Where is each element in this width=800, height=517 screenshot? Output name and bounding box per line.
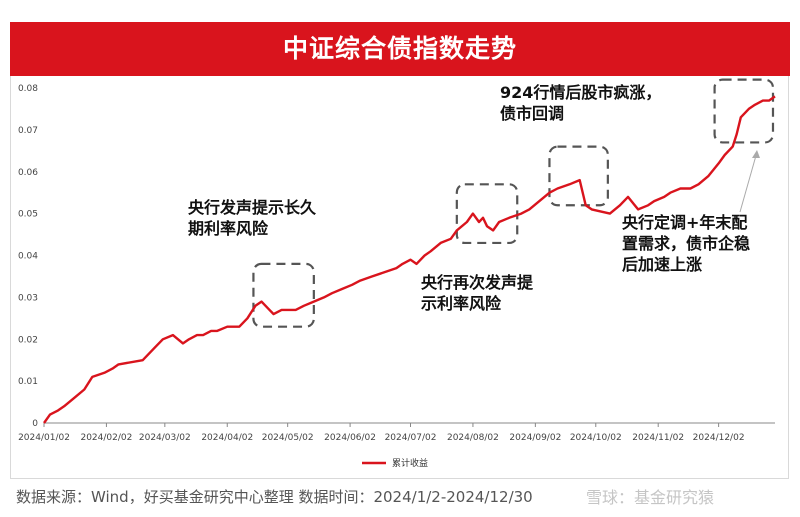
x-tick-label: 2024/05/02 bbox=[262, 433, 314, 443]
annotation-arrow bbox=[739, 151, 758, 213]
annotation-text: 债市回调 bbox=[500, 104, 564, 123]
y-tick-label: 0.08 bbox=[18, 84, 38, 94]
highlight-box bbox=[455, 183, 519, 245]
y-tick-label: 0.03 bbox=[18, 293, 38, 303]
y-tick-label: 0.04 bbox=[18, 252, 38, 262]
y-tick-label: 0.07 bbox=[18, 126, 38, 136]
arrow-head bbox=[752, 150, 760, 158]
watermark: 雪球：基金研究猿 bbox=[586, 488, 715, 507]
x-tick-label: 2024/10/02 bbox=[570, 433, 622, 443]
highlight-box bbox=[252, 262, 315, 328]
y-tick-label: 0.01 bbox=[18, 377, 38, 387]
y-axis: 0 0.01 0.02 0.03 0.04 0.05 0.06 0.07 0.08 bbox=[18, 84, 38, 429]
highlight-box bbox=[548, 145, 609, 207]
y-tick-label: 0.06 bbox=[18, 168, 38, 178]
annotation-text: 央行发声提示长久 bbox=[188, 198, 317, 217]
chart-frame bbox=[10, 76, 789, 479]
x-tick-label: 2024/07/02 bbox=[385, 433, 437, 443]
x-tick-label: 2024/06/02 bbox=[324, 433, 376, 443]
annotation-text: 示利率风险 bbox=[421, 294, 502, 313]
x-tick-label: 2024/11/02 bbox=[632, 433, 684, 443]
annotation-text: 央行定调+年末配 bbox=[622, 213, 747, 232]
x-tick-label: 2024/12/02 bbox=[693, 433, 745, 443]
annotation-text: 924行情后股市疯涨， bbox=[500, 83, 661, 102]
y-tick-label: 0.05 bbox=[18, 210, 38, 220]
data-source-note: 数据来源：Wind，好买基金研究中心整理 数据时间：2024/1/2-2024/… bbox=[16, 488, 533, 506]
annotation-text: 期利率风险 bbox=[188, 219, 269, 238]
highlight-boxes bbox=[252, 78, 775, 328]
annotation-text: 置需求，债市企稳 bbox=[622, 234, 750, 253]
chart-title: 中证综合债指数走势 bbox=[282, 34, 517, 63]
x-tick-label: 2024/01/02 bbox=[18, 433, 70, 443]
x-tick-label: 2024/08/02 bbox=[447, 433, 499, 443]
x-tick-label: 2024/04/02 bbox=[201, 433, 253, 443]
series-line-cumulative-return bbox=[43, 95, 776, 424]
highlight-box bbox=[713, 78, 775, 144]
plot-area bbox=[43, 95, 776, 424]
annotation-text: 后加速上涨 bbox=[622, 255, 702, 274]
legend-label: 累计收益 bbox=[392, 457, 428, 469]
y-tick-label: 0.02 bbox=[18, 335, 38, 345]
y-tick-label: 0 bbox=[32, 419, 38, 429]
title-banner: 中证综合债指数走势 bbox=[10, 22, 790, 76]
annotation-text: 央行再次发声提 bbox=[421, 273, 534, 292]
x-axis: 2024/01/02 2024/02/02 2024/03/02 2024/04/02… bbox=[18, 422, 775, 443]
x-tick-label: 2024/02/02 bbox=[80, 433, 132, 443]
x-tick-label: 2024/09/02 bbox=[509, 433, 561, 443]
x-tick-label: 2024/03/02 bbox=[139, 433, 191, 443]
legend: 累计收益 bbox=[362, 457, 428, 469]
